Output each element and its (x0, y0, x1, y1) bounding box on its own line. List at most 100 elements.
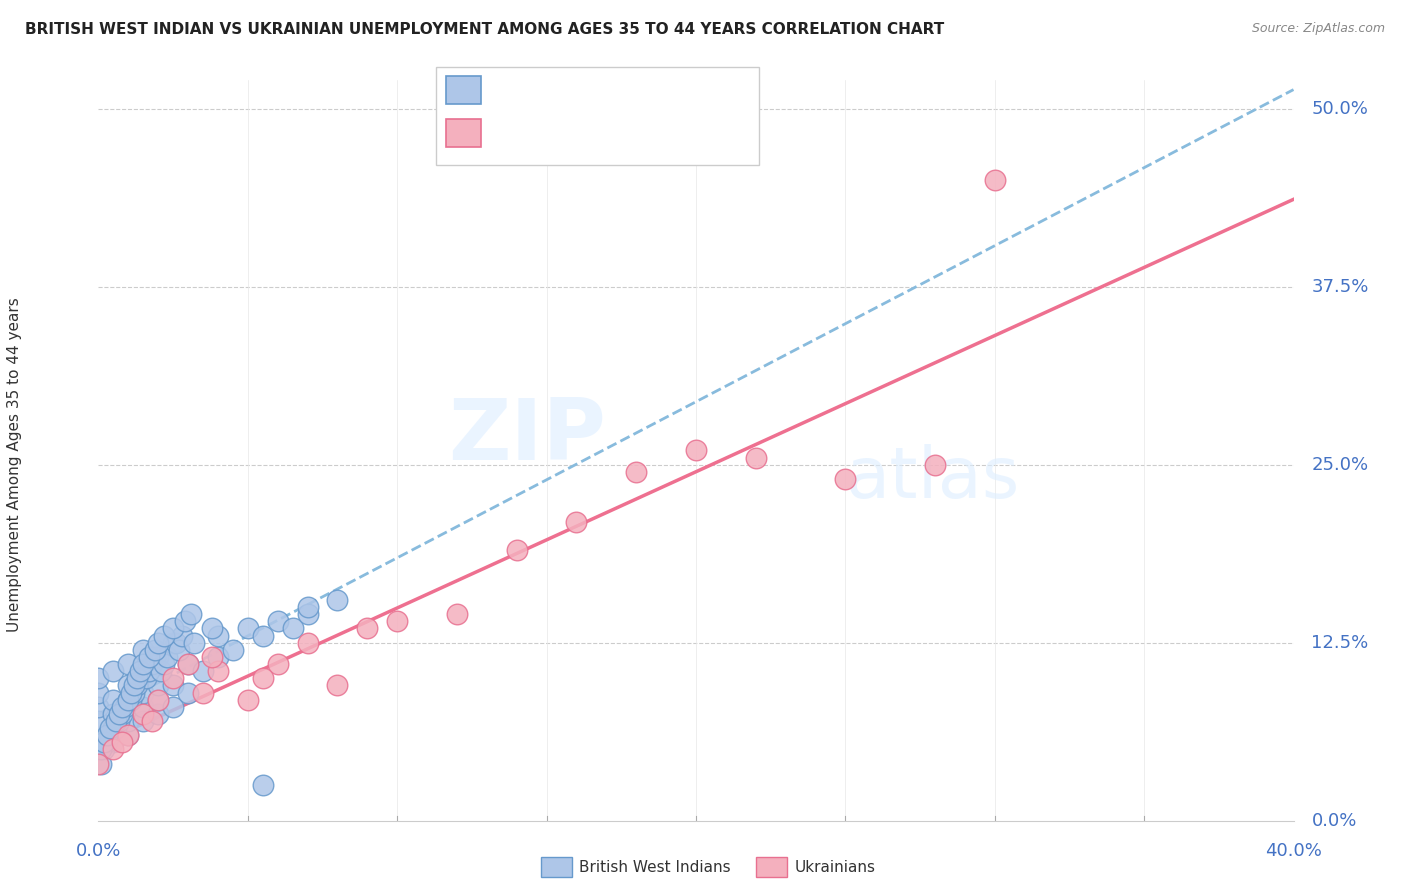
Point (111, 699, 134, 714)
Point (172, 628, 194, 642)
Point (87, 714, 110, 728)
Text: 0.0%: 0.0% (76, 842, 121, 860)
Point (143, 642, 166, 657)
Point (108, 714, 131, 728)
Point (103, 742, 125, 756)
Point (267, 657, 290, 671)
Point (127, 678, 149, 692)
Point (626, 465, 648, 479)
Point (180, 607, 202, 622)
Text: Source: ZipAtlas.com: Source: ZipAtlas.com (1251, 22, 1385, 36)
Point (103, 692, 125, 706)
Point (103, 706, 125, 721)
Point (132, 699, 155, 714)
Text: 40.0%: 40.0% (1265, 842, 1322, 860)
Point (150, 664, 173, 678)
Point (162, 622, 184, 636)
Point (143, 649, 166, 664)
Point (745, 450, 768, 465)
Point (252, 671, 274, 685)
Point (135, 671, 157, 685)
Point (297, 607, 319, 622)
Point (356, 622, 378, 636)
Point (132, 657, 155, 671)
Point (87, 742, 110, 756)
Point (156, 649, 179, 664)
Point (117, 692, 139, 706)
Point (129, 664, 152, 678)
Point (120, 685, 142, 699)
Point (506, 543, 529, 558)
Point (93, 735, 115, 749)
Point (148, 678, 170, 692)
Point (183, 635, 205, 649)
Point (201, 622, 224, 636)
Point (96, 728, 118, 742)
Point (124, 685, 146, 699)
Point (446, 607, 468, 622)
Point (114, 699, 136, 714)
Point (191, 685, 214, 699)
Point (98, 721, 122, 735)
Point (177, 657, 200, 671)
Text: 12.5%: 12.5% (1312, 633, 1368, 652)
Point (120, 692, 142, 706)
Point (132, 685, 155, 699)
Point (207, 628, 229, 642)
Point (117, 714, 139, 728)
Point (138, 664, 160, 678)
Text: 0.0%: 0.0% (1312, 812, 1357, 830)
Point (132, 642, 155, 657)
Point (148, 692, 170, 706)
Text: ZIP: ZIP (449, 395, 606, 478)
Point (93, 742, 115, 756)
Point (297, 635, 319, 649)
Point (108, 706, 131, 721)
Text: R =  0.117   N = 84: R = 0.117 N = 84 (492, 80, 668, 98)
Point (162, 635, 184, 649)
Point (191, 664, 214, 678)
Point (984, 173, 1007, 187)
Text: BRITISH WEST INDIAN VS UKRAINIAN UNEMPLOYMENT AMONG AGES 35 TO 44 YEARS CORRELAT: BRITISH WEST INDIAN VS UKRAINIAN UNEMPLO… (25, 22, 945, 37)
Point (162, 671, 184, 685)
Point (132, 706, 155, 721)
Point (141, 714, 163, 728)
Point (105, 714, 128, 728)
Point (326, 678, 349, 692)
Point (167, 642, 190, 657)
Point (148, 692, 170, 706)
Point (148, 635, 170, 649)
Point (177, 657, 200, 671)
Point (236, 622, 259, 636)
Point (141, 657, 163, 671)
Text: R = 0.764   N = 28: R = 0.764 N = 28 (492, 123, 662, 141)
Point (105, 721, 128, 735)
Point (177, 685, 200, 699)
Point (148, 649, 170, 664)
Point (96, 735, 118, 749)
Text: 37.5%: 37.5% (1312, 277, 1369, 296)
Point (103, 735, 125, 749)
Text: 25.0%: 25.0% (1312, 456, 1368, 474)
Point (385, 615, 409, 629)
Text: atlas: atlas (845, 444, 1019, 514)
Point (138, 649, 160, 664)
Point (162, 699, 184, 714)
Point (98, 728, 122, 742)
Point (201, 649, 224, 664)
Point (162, 678, 184, 692)
Point (117, 692, 139, 706)
Point (165, 635, 187, 649)
Point (174, 615, 197, 629)
Point (267, 615, 290, 629)
Point (153, 628, 176, 642)
Point (87, 699, 110, 714)
Point (103, 664, 125, 678)
Point (148, 706, 170, 721)
Text: 50.0%: 50.0% (1312, 100, 1368, 118)
Point (87, 671, 110, 685)
Point (153, 657, 176, 671)
Point (111, 735, 134, 749)
Point (281, 622, 304, 636)
Point (117, 678, 139, 692)
